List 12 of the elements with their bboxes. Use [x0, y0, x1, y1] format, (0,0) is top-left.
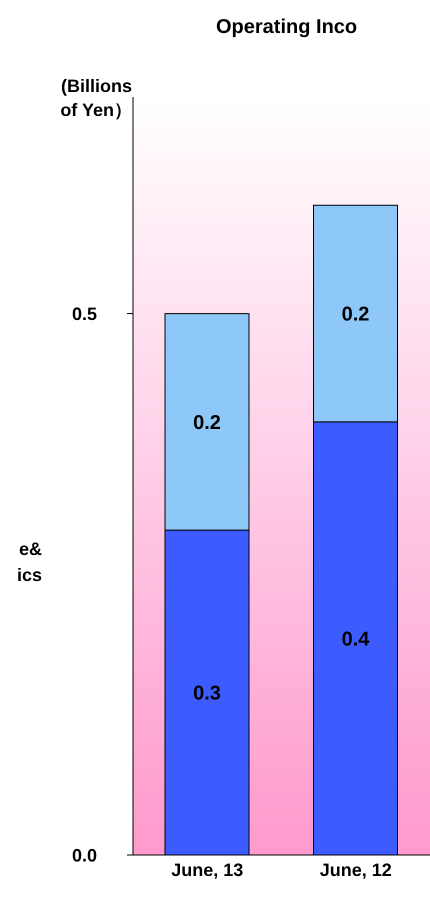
data-label: 0.2 — [342, 304, 370, 326]
text: e& — [18, 538, 42, 561]
data-label: 0.2 — [193, 412, 221, 434]
y-axis-title: (Billions of Yen） — [59, 75, 132, 122]
data-label: 0.3 — [193, 682, 221, 705]
x-tick-label: June, 13 — [171, 860, 244, 880]
text: ics — [16, 564, 42, 587]
data-label: 0.4 — [342, 628, 370, 651]
chart-title: Operating Inco — [216, 16, 358, 39]
x-tick-label: June, 12 — [320, 860, 392, 880]
y-tick-label: 0.5 — [72, 304, 97, 324]
y-tick-label: 0.0 — [72, 845, 97, 866]
